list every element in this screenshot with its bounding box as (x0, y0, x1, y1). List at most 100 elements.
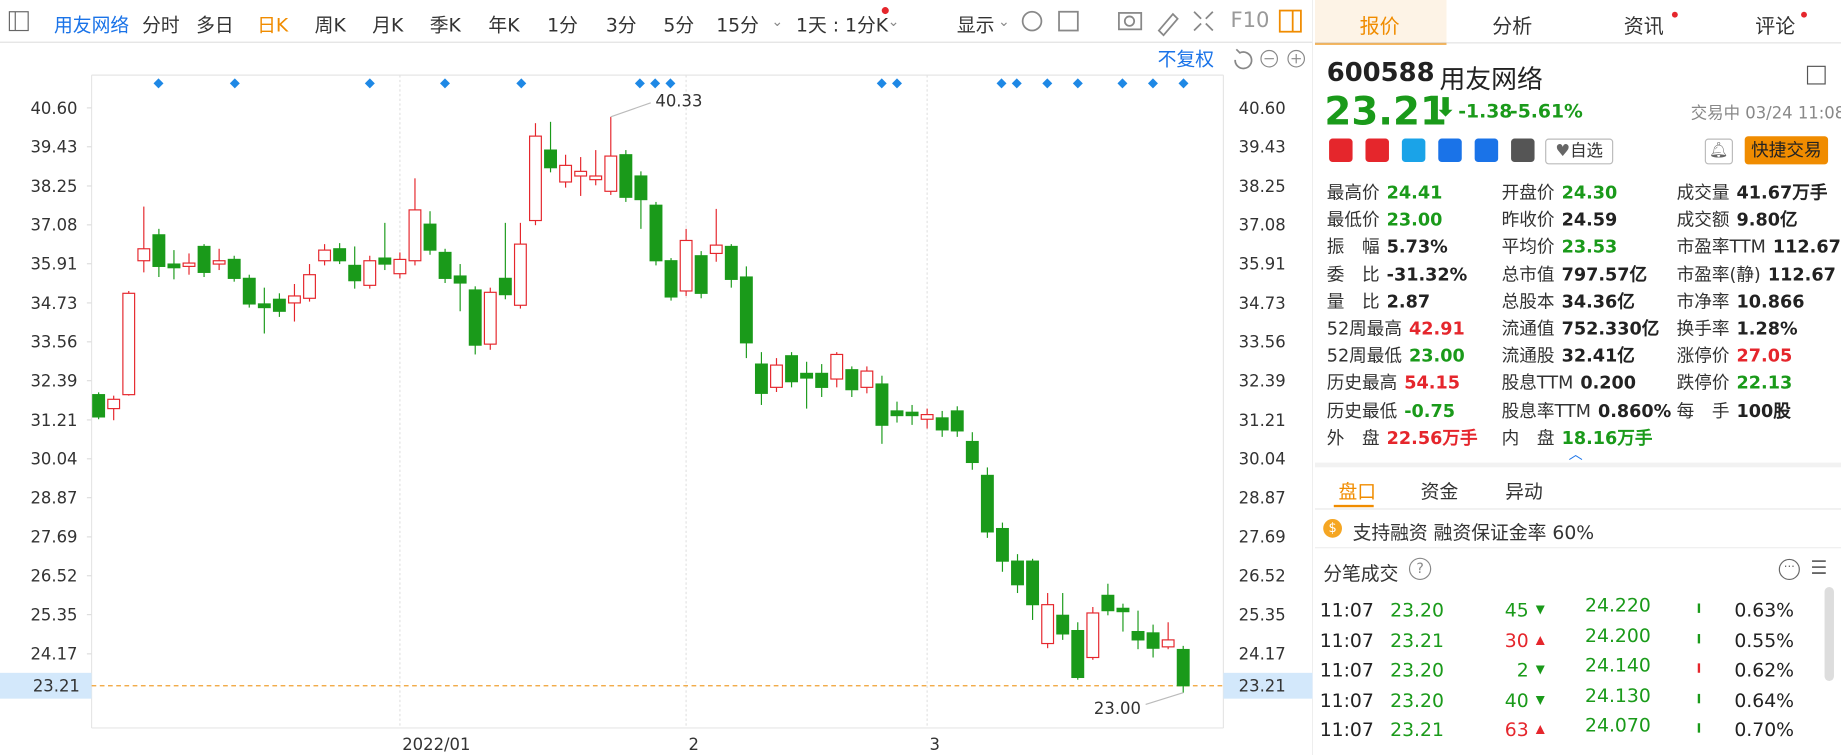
comment-dot (1801, 11, 1807, 18)
quote-label: 总股本 (1501, 290, 1555, 313)
badge-icon[interactable] (1438, 138, 1462, 163)
quote-label: 股息TTM (1501, 372, 1574, 394)
period-tab[interactable]: 周K (314, 14, 346, 37)
y-tick-label-right: 26.52 (1239, 567, 1286, 586)
sidebar-icon[interactable] (8, 11, 29, 32)
candle-body (830, 353, 844, 380)
trade-side: ▼ (1535, 693, 1545, 707)
reset-icon[interactable] (1234, 48, 1253, 70)
badge-icon[interactable] (1365, 138, 1389, 163)
zoom-in-icon[interactable] (1287, 49, 1306, 68)
camera-icon[interactable] (1118, 12, 1143, 31)
y-tick-label: 30.04 (30, 450, 77, 469)
quote-item: 股息TTM 0.200 (1502, 370, 1636, 396)
panel-tab[interactable]: 报价 (1359, 15, 1400, 39)
sub-tab[interactable]: 资金 (1420, 480, 1459, 503)
zoom-out-icon[interactable] (1260, 49, 1279, 68)
event-marker (876, 78, 887, 89)
candle-body (980, 474, 994, 533)
watch-button[interactable]: ♥自选 (1545, 138, 1614, 165)
y-tick-label-right: 33.56 (1239, 333, 1286, 352)
quote-value: 24.41 (1386, 181, 1443, 204)
event-marker (516, 78, 527, 89)
draw-icon[interactable] (1157, 12, 1179, 37)
margin-icon: $ (1323, 518, 1342, 538)
quote-value: 27.05 (1736, 345, 1793, 367)
period-tab[interactable]: 3分 (605, 14, 637, 37)
current-price-box-right (1223, 672, 1313, 699)
level-bar (1697, 663, 1701, 673)
adjust-button[interactable]: 不复权 (1158, 49, 1215, 71)
quote-label: 平均价 (1501, 236, 1555, 258)
quote-item: 昨收价 24.59 (1502, 207, 1618, 233)
quote-value: 18.16万手 (1561, 427, 1653, 449)
panel-tab[interactable]: 分析 (1492, 15, 1533, 39)
candle-body (529, 135, 542, 222)
period-tab[interactable]: 年K (488, 14, 520, 37)
fullscreen-icon[interactable] (1193, 11, 1214, 32)
candle-body (1056, 614, 1070, 635)
quote-label: 股息率TTM (1501, 399, 1591, 422)
candle-body (995, 527, 1009, 562)
scrollbar[interactable] (1824, 587, 1834, 681)
trade-price: 23.21 (1390, 718, 1444, 741)
layout-icon[interactable] (1058, 10, 1079, 32)
more-icon[interactable]: ··· (1778, 558, 1800, 581)
help-icon[interactable]: ? (1408, 557, 1432, 581)
y-tick-label-right: 38.25 (1239, 177, 1286, 196)
period-tab[interactable]: 季K (429, 14, 461, 37)
y-tick-label: 39.43 (30, 138, 77, 157)
quote-label: 成交额 (1676, 209, 1730, 231)
badge-icon[interactable] (1474, 138, 1499, 163)
event-marker (665, 78, 676, 89)
settings-icon[interactable] (1021, 10, 1043, 32)
period-tab[interactable]: 15分 (716, 14, 759, 37)
period-tab[interactable]: 月K (372, 14, 404, 37)
badge-icon[interactable] (1329, 138, 1353, 163)
period-tab[interactable]: 1分 (547, 14, 578, 37)
list-icon[interactable]: ☰ (1810, 556, 1828, 579)
candle-body (107, 398, 121, 410)
candle-body (770, 364, 783, 388)
quote-value: 34.36亿 (1561, 290, 1635, 313)
sub-tab[interactable]: 异动 (1505, 480, 1543, 503)
quote-label: 涨停价 (1676, 345, 1730, 367)
badge-icon[interactable] (1401, 138, 1426, 163)
panel-tab[interactable]: 评论 (1755, 15, 1796, 39)
quote-value: 23.00 (1409, 345, 1465, 367)
interval-select[interactable]: 1天 : 1分K (796, 14, 889, 37)
period-tab[interactable]: 5分 (663, 14, 695, 37)
panel-tab[interactable]: 资讯 (1623, 15, 1664, 39)
candle-body (950, 410, 964, 432)
quick-trade-button[interactable]: 快捷交易 (1744, 136, 1829, 165)
trade-price: 23.20 (1390, 658, 1444, 681)
f10-button[interactable]: F10 (1230, 8, 1270, 33)
trades-title: 分笔成交 (1323, 562, 1399, 585)
candle-body (1041, 604, 1055, 645)
candle-body (559, 164, 573, 183)
panel-toggle-icon[interactable] (1278, 9, 1302, 33)
period-tab[interactable]: 分时 (142, 14, 180, 37)
quote-item: 流通股 32.41亿 (1502, 343, 1635, 369)
stock-tab[interactable]: 用友网络 (54, 14, 130, 37)
trade-volume: 30 (1504, 628, 1529, 652)
alert-button[interactable]: 🔔︎ (1704, 138, 1733, 165)
y-tick-label-right: 25.35 (1239, 606, 1286, 625)
collapse-arrow[interactable]: ︿ (1568, 446, 1583, 463)
y-tick-label-right: 31.21 (1239, 411, 1286, 430)
badge-icon[interactable] (1511, 138, 1535, 163)
panel-menu-icon[interactable] (1806, 65, 1826, 85)
candle-body (815, 372, 829, 388)
candle-body (513, 243, 527, 306)
trade-time: 11:07 (1319, 628, 1374, 652)
display-menu[interactable]: 显示 (956, 14, 995, 37)
quote-value: 112.67 (1767, 263, 1836, 285)
quote-label: 历史最低 (1326, 399, 1398, 422)
period-tab[interactable]: 多日 (196, 14, 234, 37)
candle-body (860, 370, 874, 388)
event-marker (1042, 78, 1053, 89)
sub-tab[interactable]: 盘口 (1338, 480, 1377, 503)
trade-side: ▲ (1535, 633, 1545, 647)
period-tab[interactable]: 日K (257, 14, 289, 37)
